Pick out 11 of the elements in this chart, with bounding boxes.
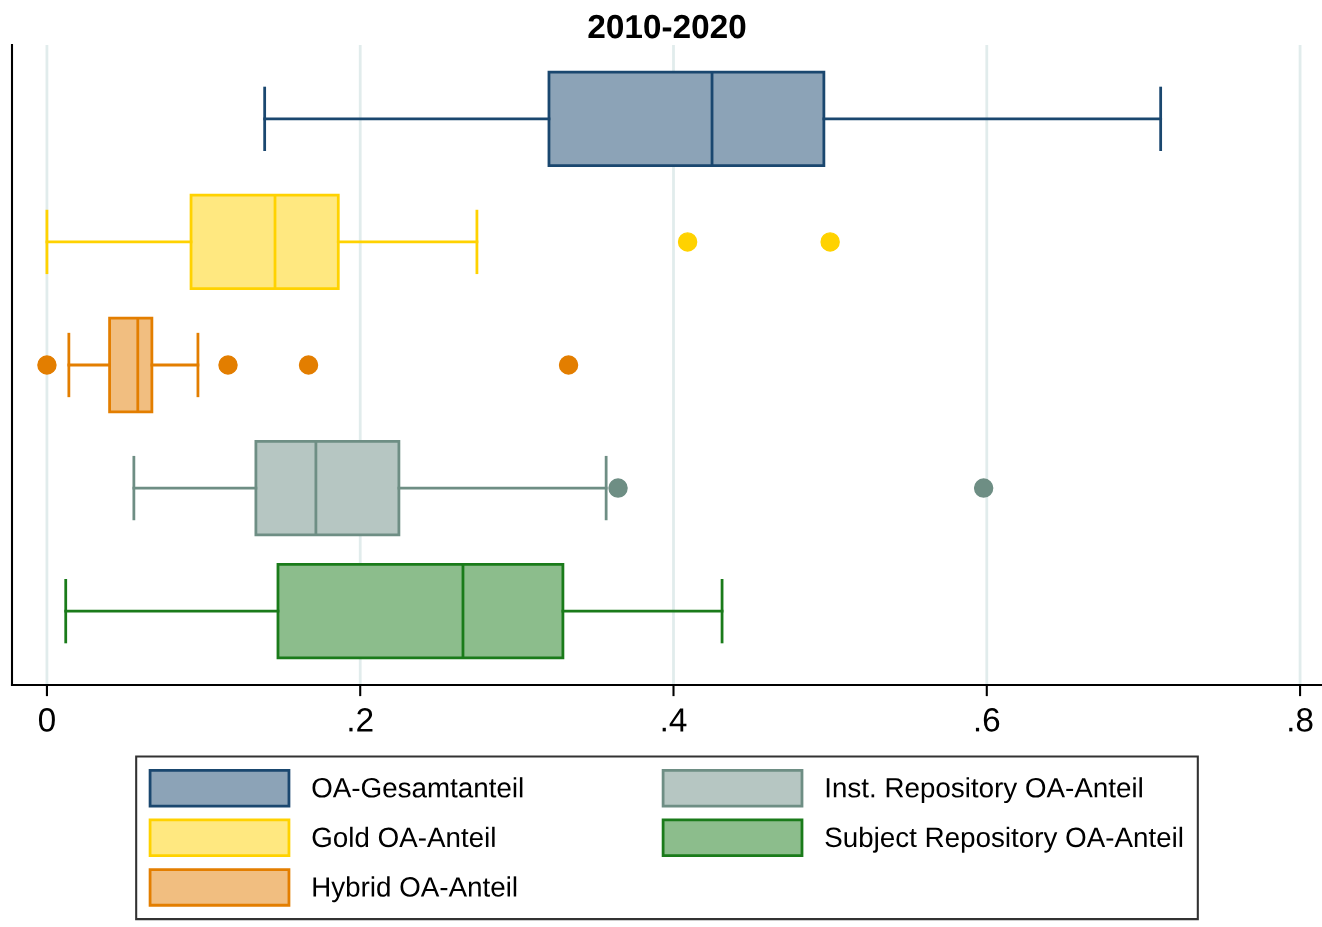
legend-label: OA-Gesamtanteil <box>312 777 523 798</box>
x-tick-label: .2 <box>349 708 373 732</box>
x-tick-label: 0 <box>38 708 55 732</box>
x-tick-label: .4 <box>662 708 687 732</box>
legend-label: Gold OA-Anteil <box>312 826 495 848</box>
legend-label: Subject Repository OA-Anteil <box>825 826 1183 853</box>
legend-label: Hybrid OA-Anteil <box>313 876 517 903</box>
legend-label: Inst. Repository OA-Anteil <box>826 777 1142 804</box>
chart-title: 2010-2020 <box>588 14 746 39</box>
x-tick-label: .6 <box>975 708 1000 732</box>
x-tick-label: .8 <box>1289 708 1313 732</box>
